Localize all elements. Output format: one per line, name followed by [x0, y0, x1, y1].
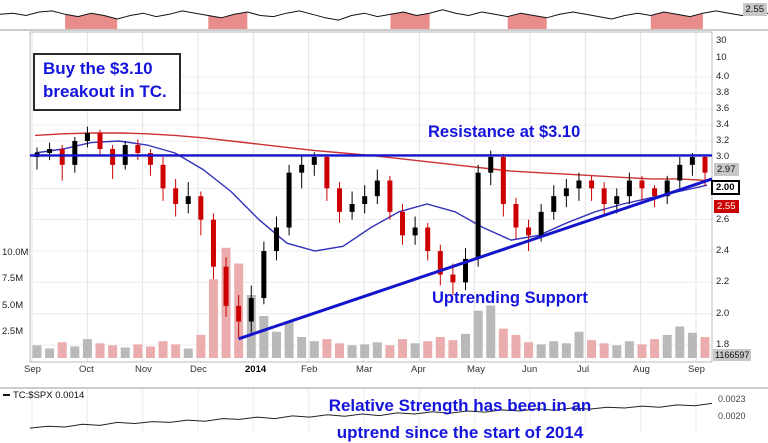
right-axis-label: 3.8 — [716, 87, 730, 98]
stock-chart-page: 30104.03.83.63.43.23.02.82.62.42.22.01.8… — [0, 3, 768, 442]
top-strip-last-value: 2.55 — [742, 3, 767, 16]
month-label: Sep — [688, 364, 705, 375]
right-axis-label: 3.6 — [716, 103, 730, 114]
volume-last-value: 1166597 — [713, 349, 752, 361]
month-label: Sep — [24, 364, 41, 375]
month-label: Mar — [356, 364, 373, 375]
month-label: 2014 — [245, 364, 267, 375]
right-axis-label: 2.4 — [716, 245, 730, 256]
support-line — [238, 177, 713, 341]
relative-strength-line — [29, 402, 713, 429]
month-label: Feb — [301, 364, 318, 375]
month-label: May — [467, 364, 485, 375]
support-label: Uptrending Support — [432, 289, 588, 307]
right-axis-label: 2.0 — [716, 308, 730, 319]
price-marker-white: 2.00 — [711, 180, 740, 195]
month-label: Apr — [411, 364, 426, 375]
month-label: Dec — [190, 364, 207, 375]
resistance-label: Resistance at $3.10 — [428, 123, 581, 141]
buy-callout-box: Buy the $3.10 breakout in TC. — [33, 53, 181, 111]
right-axis-label: 30 — [716, 35, 727, 46]
price-marker-gray: 2.97 — [714, 163, 739, 176]
lower-axis-label-bottom: 0.0020 — [718, 411, 746, 421]
month-label: Oct — [79, 364, 94, 375]
right-axis-label: 2.2 — [716, 276, 730, 287]
right-axis-label: 2.6 — [716, 214, 730, 225]
month-label: Nov — [135, 364, 152, 375]
month-label: Jul — [577, 364, 590, 375]
price-marker-red: 2.55 — [714, 200, 739, 213]
right-axis-label: 3.4 — [716, 119, 730, 130]
relative-strength-text-line1: Relative Strength has been in an — [328, 396, 592, 415]
legend-swatch-icon — [3, 394, 10, 397]
top-strip-mini-chart — [0, 9, 768, 31]
callout-line2: breakout in TC. — [43, 81, 167, 101]
right-axis-label: 1.8 — [716, 339, 730, 350]
right-axis-label: 3.2 — [716, 135, 730, 146]
relative-strength-text-line2: uptrend since the start of 2014 — [336, 423, 584, 442]
right-axis-label: 10 — [716, 52, 727, 63]
month-label: Aug — [633, 364, 650, 375]
callout-line1: Buy the $3.10 — [43, 59, 153, 78]
right-axis-label: 3.0 — [716, 151, 730, 162]
volume-bars — [32, 247, 710, 358]
volume-axis-label: 5.0M — [2, 300, 24, 311]
ma50-line — [34, 140, 708, 252]
lower-panel-legend: TC:$SPX 0.0014 — [3, 390, 84, 401]
lower-axis-label-top: 0.0023 — [718, 394, 746, 404]
volume-axis-label: 7.5M — [2, 273, 24, 284]
candlesticks — [34, 126, 708, 338]
right-axis-label: 4.0 — [716, 71, 730, 82]
volume-axis-label: 2.5M — [2, 326, 24, 337]
price-chart-svg — [0, 9, 768, 432]
month-label: Jun — [522, 364, 538, 375]
legend-text: TC:$SPX 0.0014 — [13, 390, 85, 401]
trendlines — [30, 154, 713, 341]
volume-axis-label: 10.0M — [2, 247, 29, 258]
